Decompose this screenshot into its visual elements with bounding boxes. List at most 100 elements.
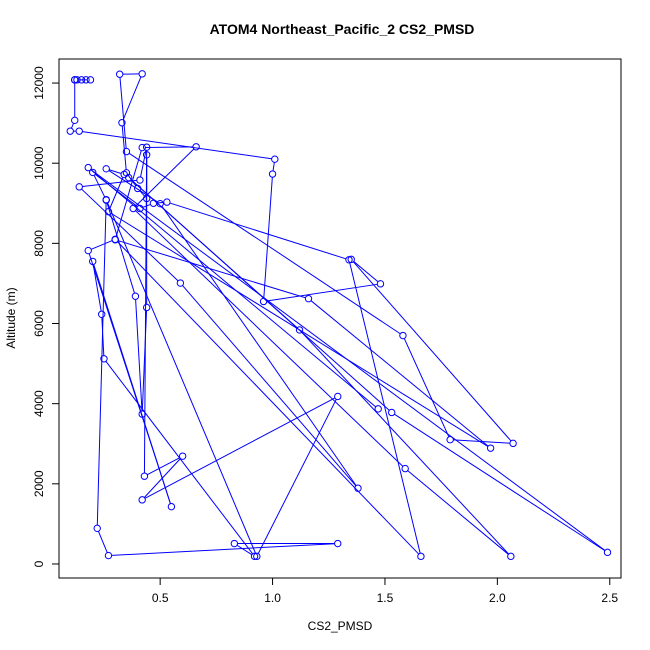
data-point <box>136 176 144 184</box>
series-line-segment <box>236 544 253 556</box>
series-line-segment <box>121 125 127 170</box>
series-line-segment <box>147 457 181 476</box>
data-point <box>73 76 81 84</box>
data-point <box>86 76 95 84</box>
data-point <box>89 168 97 177</box>
series-line-segment <box>96 202 107 526</box>
series-line-segment <box>144 397 336 499</box>
series-line-segment <box>118 240 306 299</box>
data-point <box>192 143 200 151</box>
series-line-segment <box>140 150 147 177</box>
series-line-segment <box>145 146 193 149</box>
series-line-segment <box>128 152 401 335</box>
data-point <box>446 436 454 444</box>
series-line-segment <box>407 470 509 555</box>
series-line-segment <box>156 201 164 204</box>
data-point <box>71 76 79 84</box>
series-line-segment <box>182 285 357 487</box>
chart-title: ATOM4 Northeast_Pacific_2 CS2_PMSD <box>210 21 475 37</box>
series-line-segment <box>93 175 106 198</box>
y-tick-label: 4000 <box>32 390 46 417</box>
y-axis: 0 2000 4000 6000 8000 10000 12000 <box>32 66 60 567</box>
series-line-segment <box>310 300 489 447</box>
series-line-segment <box>143 458 181 498</box>
data-point <box>334 539 342 548</box>
data-point <box>98 310 106 318</box>
series-line-segment <box>161 206 357 486</box>
series-line-segment <box>92 264 102 312</box>
series-line-segment <box>109 169 122 174</box>
data-point <box>176 279 185 287</box>
series-line-segment <box>352 261 512 442</box>
x-tick-label: 0.5 <box>152 591 169 605</box>
x-tick-label: 2.0 <box>489 591 506 605</box>
data-point <box>268 170 277 178</box>
x-axis-label: CS2_PMSD <box>308 619 373 633</box>
data-point <box>401 464 409 473</box>
data-point <box>417 552 425 561</box>
x-tick-label: 2.5 <box>601 591 618 605</box>
data-point <box>75 183 83 191</box>
data-point <box>82 76 90 84</box>
y-tick-label: 12000 <box>32 66 46 100</box>
series-line-segment <box>403 338 450 438</box>
series-line-segment <box>90 240 113 250</box>
data-point <box>142 303 151 312</box>
series-line-segment <box>394 413 606 552</box>
series-line-segment <box>135 299 143 411</box>
data-point <box>122 169 131 177</box>
x-axis: 0.5 1.0 1.5 2.0 2.5 <box>152 577 618 605</box>
data-point <box>253 552 261 561</box>
data-point <box>345 256 353 264</box>
data-point <box>138 496 146 504</box>
data-point <box>271 155 279 163</box>
data-point <box>142 194 151 203</box>
series-line-segment <box>353 261 379 283</box>
data-point <box>507 552 515 561</box>
series-line-segment <box>135 210 404 467</box>
data-point <box>138 70 146 78</box>
y-axis-label: Altitude (m) <box>4 287 18 348</box>
data-point <box>115 70 124 78</box>
series-line-segment <box>453 439 510 444</box>
data-point <box>250 552 259 561</box>
data-point <box>295 326 304 334</box>
y-tick-label: 0 <box>32 560 46 567</box>
series-line-segment <box>90 169 606 551</box>
series-line-segment <box>143 150 148 474</box>
y-tick-label: 8000 <box>32 230 46 257</box>
data-point <box>138 410 146 418</box>
series-line-segment <box>301 331 510 555</box>
series-line-segment <box>115 150 142 237</box>
data-point <box>388 408 396 417</box>
series-line-segment <box>81 188 179 282</box>
data-point <box>178 452 187 460</box>
data-point <box>71 116 79 125</box>
data-point <box>163 198 171 206</box>
series-group <box>66 70 612 561</box>
data-point <box>104 207 113 216</box>
y-tick-label: 10000 <box>32 146 46 180</box>
series-line-segment <box>266 283 378 302</box>
data-point <box>142 151 151 159</box>
data-point <box>84 246 92 255</box>
data-point <box>376 280 385 288</box>
data-point <box>104 551 113 560</box>
series-line-segment <box>111 543 335 556</box>
data-point <box>118 119 126 127</box>
series-line-segment <box>263 177 273 299</box>
data-point <box>66 127 74 135</box>
data-point <box>140 472 149 480</box>
series-line-segment <box>139 190 145 197</box>
series-line-segment <box>257 399 337 554</box>
data-point <box>131 292 140 300</box>
series-line-segment <box>82 131 272 160</box>
series-line-segment <box>119 77 127 149</box>
data-point <box>156 199 164 208</box>
data-point <box>102 165 110 173</box>
series-line-segment <box>135 148 195 207</box>
x-tick-label: 1.0 <box>264 591 281 605</box>
data-point <box>509 439 517 448</box>
data-point <box>133 184 142 193</box>
